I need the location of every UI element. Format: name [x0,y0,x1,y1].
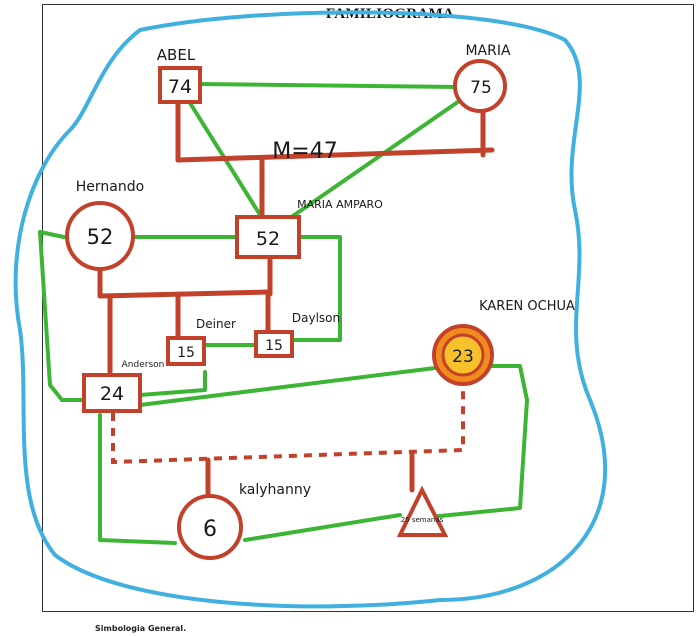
person-karen-inner [441,333,485,377]
marriage-line [175,147,495,163]
bond-kalyhanny-pregnancy [243,513,402,542]
pregnancy-symbol [396,485,449,537]
person-anderson-name: Anderson [122,360,165,370]
person-deiner-name: Deiner [196,317,236,331]
bond-abel-maria [196,82,462,89]
bond-hernando-anderson [38,230,86,402]
person-kalyhanny-name: kalyhanny [239,482,311,498]
union-label: M=47 [272,139,337,164]
person-karen-name: KAREN OCHUA [479,299,575,314]
person-abel-name: ABEL [157,46,196,64]
person-maria-amparo-age: 52 [256,228,280,250]
environment-boundary [13,10,608,609]
person-daylson-symbol [254,330,294,358]
person-daylson-name: Daylson [292,311,340,325]
pregnancy-label: 25 semanas [401,516,444,524]
person-karen-age: 23 [452,347,474,367]
bond-amparo-daylson [291,235,342,342]
person-maria-amparo-name: MARIA AMPARO [297,198,383,211]
person-maria-amparo-symbol [235,215,301,259]
sibling-line [97,289,273,299]
person-kalyhanny-symbol [177,494,243,560]
union-anderson-karen [111,385,465,465]
person-maria-symbol [453,59,507,113]
person-hernando-age: 52 [87,225,114,249]
bond-anderson-kalyhanny [98,413,177,545]
person-anderson-age: 24 [100,383,124,405]
bond-anderson-deiner [138,370,207,397]
person-hernando-name: Hernando [76,179,144,195]
bond-maria-amparo [288,95,467,220]
person-deiner-symbol [166,336,206,366]
legend-title: Simbologia General. [95,624,187,633]
person-maria-age: 75 [470,78,492,98]
person-kalyhanny-age: 6 [203,517,217,542]
person-abel-age: 74 [168,76,192,98]
genogram-frame [42,4,694,612]
person-abel-symbol [158,66,202,104]
person-deiner-age: 15 [177,345,195,361]
person-hernando-symbol [65,201,135,271]
person-anderson-symbol [82,373,142,413]
person-daylson-age: 15 [265,338,283,354]
person-maria-name: MARIA [465,43,511,59]
